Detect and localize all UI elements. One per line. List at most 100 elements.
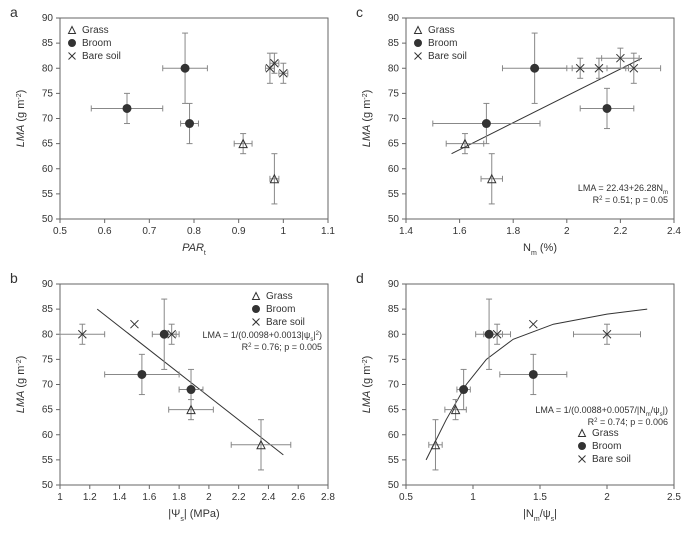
- y-tick-label: 90: [388, 13, 400, 24]
- y-tick-label: 90: [42, 13, 54, 24]
- y-axis-label: LMA (g m-2): [361, 356, 373, 414]
- x-tick-label: 0.6: [98, 226, 112, 237]
- legend-label-grass: Grass: [592, 428, 619, 439]
- legend-marker-broom: [253, 306, 260, 313]
- point-broom: [123, 104, 131, 112]
- y-tick-label: 70: [42, 380, 54, 391]
- panel-label-c: c: [356, 4, 363, 20]
- x-tick-label: 0.5: [53, 226, 67, 237]
- y-tick-label: 75: [42, 354, 54, 365]
- x-tick-label: 1.8: [506, 226, 520, 237]
- point-broom: [138, 370, 146, 378]
- point-broom: [485, 330, 493, 338]
- equation-line: R2 = 0.76; p = 0.005: [242, 342, 322, 352]
- legend-label-broom: Broom: [82, 38, 111, 49]
- chart-a: 0.50.60.70.80.911.1505560657075808590PAR…: [8, 6, 338, 261]
- panel-label-a: a: [10, 4, 18, 20]
- x-tick-label: 2.6: [291, 492, 305, 503]
- panel-a: a0.50.60.70.80.911.1505560657075808590PA…: [8, 6, 338, 261]
- y-tick-label: 70: [388, 380, 400, 391]
- legend-label-broom: Broom: [266, 304, 295, 315]
- panel-label-b: b: [10, 270, 18, 286]
- chart-b: 11.21.41.61.822.22.42.62.850556065707580…: [8, 272, 338, 527]
- point-broom: [181, 64, 189, 72]
- y-tick-label: 70: [42, 114, 54, 125]
- panel-d: d0.511.522.5505560657075808590|Nm/ψs|LMA…: [354, 272, 684, 527]
- y-tick-label: 75: [388, 88, 400, 99]
- x-tick-label: 2.8: [321, 492, 335, 503]
- x-tick-label: 2: [564, 226, 570, 237]
- chart-c: 1.41.61.822.22.4505560657075808590Nm (%)…: [354, 6, 684, 261]
- x-tick-label: 1: [57, 492, 63, 503]
- y-tick-label: 75: [42, 88, 54, 99]
- y-tick-label: 65: [388, 139, 400, 150]
- x-tick-label: 1.1: [321, 226, 335, 237]
- x-axis-label: |Ψs| (MPa): [168, 508, 219, 523]
- x-tick-label: 0.5: [399, 492, 413, 503]
- y-axis-label: LMA (g m-2): [361, 90, 373, 148]
- point-broom: [529, 370, 537, 378]
- x-tick-label: 1.2: [83, 492, 97, 503]
- x-tick-label: 2.4: [667, 226, 681, 237]
- x-tick-label: 1: [470, 492, 476, 503]
- fit-line: [452, 58, 642, 153]
- x-tick-label: 1.8: [172, 492, 186, 503]
- legend-label-bare: Bare soil: [266, 317, 305, 328]
- x-tick-label: 0.7: [142, 226, 156, 237]
- x-tick-label: 2.2: [613, 226, 627, 237]
- x-tick-label: 2: [604, 492, 610, 503]
- legend-label-bare: Bare soil: [592, 454, 631, 465]
- legend-label-grass: Grass: [82, 25, 109, 36]
- y-tick-label: 80: [388, 63, 400, 74]
- legend-marker-grass: [415, 27, 422, 34]
- equation-line: R2 = 0.51; p = 0.05: [593, 195, 668, 205]
- legend-label-broom: Broom: [428, 38, 457, 49]
- x-tick-label: 2.2: [232, 492, 246, 503]
- y-tick-label: 65: [42, 139, 54, 150]
- y-tick-label: 55: [388, 455, 400, 466]
- x-tick-label: 1.4: [113, 492, 127, 503]
- y-tick-label: 90: [388, 279, 400, 290]
- y-tick-label: 80: [42, 63, 54, 74]
- y-tick-label: 50: [42, 480, 54, 491]
- y-tick-label: 85: [388, 304, 400, 315]
- legend-label-grass: Grass: [428, 25, 455, 36]
- y-tick-label: 85: [388, 38, 400, 49]
- panel-c: c1.41.61.822.22.4505560657075808590Nm (%…: [354, 6, 684, 261]
- point-broom: [531, 64, 539, 72]
- x-tick-label: 0.8: [187, 226, 201, 237]
- legend-label-broom: Broom: [592, 441, 621, 452]
- y-tick-label: 55: [388, 189, 400, 200]
- panel-label-d: d: [356, 270, 364, 286]
- panel-b: b11.21.41.61.822.22.42.62.85055606570758…: [8, 272, 338, 527]
- x-tick-label: 2: [206, 492, 212, 503]
- point-broom: [187, 386, 195, 394]
- chart-d: 0.511.522.5505560657075808590|Nm/ψs|LMA …: [354, 272, 684, 527]
- y-axis-label: LMA (g m-2): [15, 90, 27, 148]
- y-tick-label: 60: [388, 164, 400, 175]
- y-tick-label: 75: [388, 354, 400, 365]
- y-tick-label: 65: [388, 405, 400, 416]
- x-axis-label: Nm (%): [523, 242, 557, 257]
- x-axis-label: |Nm/ψs|: [523, 508, 557, 523]
- y-tick-label: 85: [42, 304, 54, 315]
- point-broom: [482, 120, 490, 128]
- legend-label-bare: Bare soil: [82, 51, 121, 62]
- point-broom: [460, 386, 468, 394]
- y-tick-label: 50: [388, 214, 400, 225]
- y-tick-label: 85: [42, 38, 54, 49]
- y-axis-label: LMA (g m-2): [15, 356, 27, 414]
- point-broom: [186, 120, 194, 128]
- y-tick-label: 50: [388, 480, 400, 491]
- equation-line: R2 = 0.74; p = 0.006: [588, 417, 668, 427]
- point-broom: [160, 330, 168, 338]
- legend-marker-grass: [579, 430, 586, 437]
- x-axis-label: PARt: [182, 242, 206, 257]
- y-tick-label: 50: [42, 214, 54, 225]
- y-tick-label: 60: [388, 430, 400, 441]
- y-tick-label: 65: [42, 405, 54, 416]
- y-tick-label: 90: [42, 279, 54, 290]
- x-tick-label: 1.6: [142, 492, 156, 503]
- x-tick-label: 1.5: [533, 492, 547, 503]
- legend-label-grass: Grass: [266, 291, 293, 302]
